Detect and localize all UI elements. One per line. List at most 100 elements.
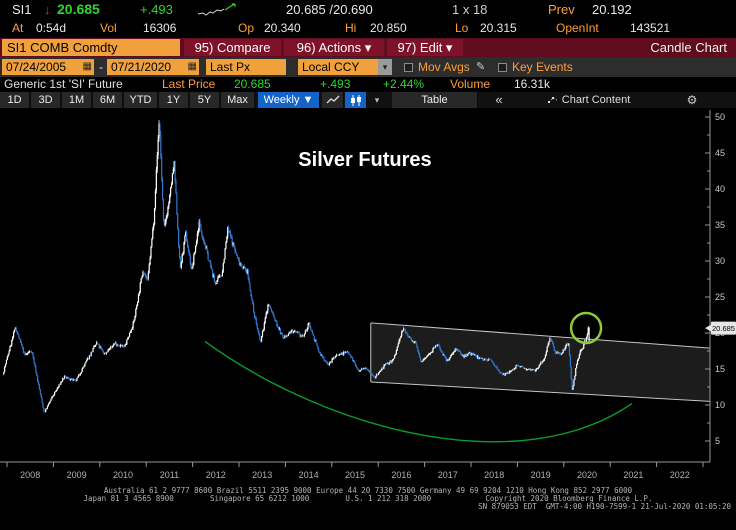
y-axis-label: 50 bbox=[715, 112, 725, 122]
chart-type-title: Candle Chart bbox=[650, 40, 727, 55]
key-events-label[interactable]: Key Events bbox=[512, 60, 573, 74]
chart-toolbar: 1D 3D 1M 6M YTD 1Y 5Y Max Weekly ▼ ▾ Tab… bbox=[0, 92, 736, 108]
calendar-icon[interactable]: ▦ bbox=[82, 61, 92, 72]
line-chart-icon[interactable] bbox=[322, 92, 344, 108]
table-button[interactable]: Table bbox=[392, 92, 478, 108]
quote-row: SI1 ↓ 20.685 +.493 20.685 /20.690 1 x 18… bbox=[0, 0, 736, 19]
range-button-6m[interactable]: 6M bbox=[93, 92, 123, 108]
date-separator: - bbox=[99, 60, 103, 74]
x-axis-label: 2014 bbox=[299, 470, 319, 480]
y-axis-label: 25 bbox=[715, 292, 725, 302]
range-button-1m[interactable]: 1M bbox=[62, 92, 92, 108]
price-sparkline-icon bbox=[197, 3, 236, 16]
chart-style-caret-icon[interactable]: ▾ bbox=[374, 95, 380, 105]
x-axis-label: 2018 bbox=[484, 470, 504, 480]
at-value: 0:54d bbox=[36, 21, 67, 35]
summary-row: Generic 1st 'SI' Future Last Price 20.68… bbox=[0, 77, 736, 92]
y-axis-label: 40 bbox=[715, 184, 725, 194]
chevron-down-icon[interactable]: ▾ bbox=[378, 59, 392, 75]
security-field[interactable]: SI1 COMB Comdty bbox=[2, 39, 180, 56]
low-label: Lo bbox=[455, 21, 469, 35]
settings-bar: 07/24/2005 ▦ - 07/21/2020 ▦ Last Px Loca… bbox=[0, 57, 736, 77]
candle-chart-icon[interactable] bbox=[345, 92, 367, 108]
currency-select[interactable]: Local CCY bbox=[298, 59, 378, 75]
stats-row: At 0:54d Vol 16306 Op 20.340 Hi 20.850 L… bbox=[0, 19, 736, 36]
x-axis-label: 2010 bbox=[113, 470, 133, 480]
x-axis-label: 2019 bbox=[531, 470, 551, 480]
high-label: Hi bbox=[345, 21, 357, 35]
x-axis-label: 2022 bbox=[670, 470, 690, 480]
x-axis-label: 2011 bbox=[160, 470, 179, 480]
collapse-panel-button[interactable]: « bbox=[495, 92, 503, 107]
summary-change-pct: +2.44% bbox=[383, 77, 425, 91]
range-button-1d[interactable]: 1D bbox=[0, 92, 30, 108]
y-axis-label: 30 bbox=[715, 256, 725, 266]
gear-icon[interactable]: ⚙ bbox=[686, 93, 698, 107]
date-to-value: 07/21/2020 bbox=[111, 60, 172, 74]
security-description: Generic 1st 'SI' Future bbox=[4, 77, 123, 91]
y-axis-label: 45 bbox=[715, 148, 725, 158]
chart-title: Silver Futures bbox=[298, 149, 431, 171]
range-button-5y[interactable]: 5Y bbox=[190, 92, 220, 108]
calendar-icon[interactable]: ▦ bbox=[187, 61, 197, 72]
x-axis-label: 2013 bbox=[252, 470, 272, 480]
x-axis-label: 2009 bbox=[67, 470, 87, 480]
summary-last-price: 20.685 bbox=[234, 77, 271, 91]
compare-button[interactable]: 95) Compare bbox=[184, 39, 281, 56]
price-chart[interactable]: 5101520253035404550200820092010201120122… bbox=[0, 108, 736, 487]
y-axis-label: 35 bbox=[715, 220, 725, 230]
last-price-label: Last Price bbox=[162, 77, 216, 91]
at-label: At bbox=[12, 21, 24, 35]
open-value: 20.340 bbox=[264, 21, 301, 35]
x-axis-label: 2008 bbox=[20, 470, 40, 480]
open-label: Op bbox=[238, 21, 255, 35]
range-button-1y[interactable]: 1Y bbox=[159, 92, 189, 108]
prev-close: 20.192 bbox=[592, 2, 632, 17]
mov-avgs-checkbox[interactable] bbox=[404, 63, 413, 72]
volume-label: Volume bbox=[450, 77, 491, 91]
last-price-axis-label bbox=[711, 321, 736, 335]
menu-bar: SI1 COMB Comdty 95) Compare 96) Actions … bbox=[0, 38, 736, 57]
price-change: +.493 bbox=[140, 2, 173, 17]
high-value: 20.850 bbox=[370, 21, 407, 35]
edit-button[interactable]: 97) Edit ▾ bbox=[387, 39, 463, 56]
x-axis-label: 2012 bbox=[206, 470, 226, 480]
breakout-highlight-circle bbox=[569, 311, 603, 345]
chart-content-button[interactable]: Chart Content bbox=[524, 92, 654, 108]
vol-value: 16306 bbox=[143, 21, 177, 35]
candlestick-series bbox=[3, 119, 590, 413]
price-field-select[interactable]: Last Px bbox=[206, 59, 286, 75]
bid-ask: 20.685 /20.690 bbox=[286, 2, 373, 17]
range-button-max[interactable]: Max bbox=[221, 92, 255, 108]
vol-label: Vol bbox=[100, 21, 117, 35]
scatter-icon bbox=[547, 97, 557, 103]
key-events-checkbox[interactable] bbox=[498, 63, 507, 72]
x-axis-label: 2015 bbox=[345, 470, 365, 480]
date-from-field[interactable]: 07/24/2005 ▦ bbox=[2, 59, 94, 75]
bid-ask-size: 1 x 18 bbox=[452, 2, 488, 17]
prev-label: Prev bbox=[548, 2, 575, 17]
range-button-3d[interactable]: 3D bbox=[31, 92, 61, 108]
rounding-bottom-curve bbox=[204, 341, 633, 443]
date-from-value: 07/24/2005 bbox=[6, 60, 67, 74]
ticker-symbol: SI1 bbox=[12, 2, 32, 17]
x-axis-label: 2016 bbox=[391, 470, 411, 480]
down-arrow-icon: ↓ bbox=[44, 2, 51, 17]
chart-content-label: Chart Content bbox=[561, 94, 631, 106]
last-price: 20.685 bbox=[57, 1, 100, 17]
open-interest-label: OpenInt bbox=[556, 21, 599, 35]
svg-text:20.685: 20.685 bbox=[712, 324, 735, 333]
footer-session-info: SN 879053 EDT GMT-4:00 H190-7599-1 21-Ju… bbox=[478, 502, 731, 511]
open-interest-value: 143521 bbox=[630, 21, 671, 35]
date-to-field[interactable]: 07/21/2020 ▦ bbox=[107, 59, 199, 75]
y-axis-label: 5 bbox=[715, 436, 720, 446]
summary-change: +.493 bbox=[320, 77, 351, 91]
x-axis-label: 2021 bbox=[623, 470, 643, 480]
actions-button[interactable]: 96) Actions ▾ bbox=[284, 39, 384, 56]
range-button-ytd[interactable]: YTD bbox=[124, 92, 158, 108]
mov-avgs-label[interactable]: Mov Avgs bbox=[418, 60, 470, 74]
period-select[interactable]: Weekly ▼ bbox=[258, 92, 320, 108]
footer-contacts-1: Australia 61 2 9777 8600 Brazil 5511 239… bbox=[103, 486, 633, 495]
pencil-icon[interactable]: ✎ bbox=[476, 61, 486, 73]
